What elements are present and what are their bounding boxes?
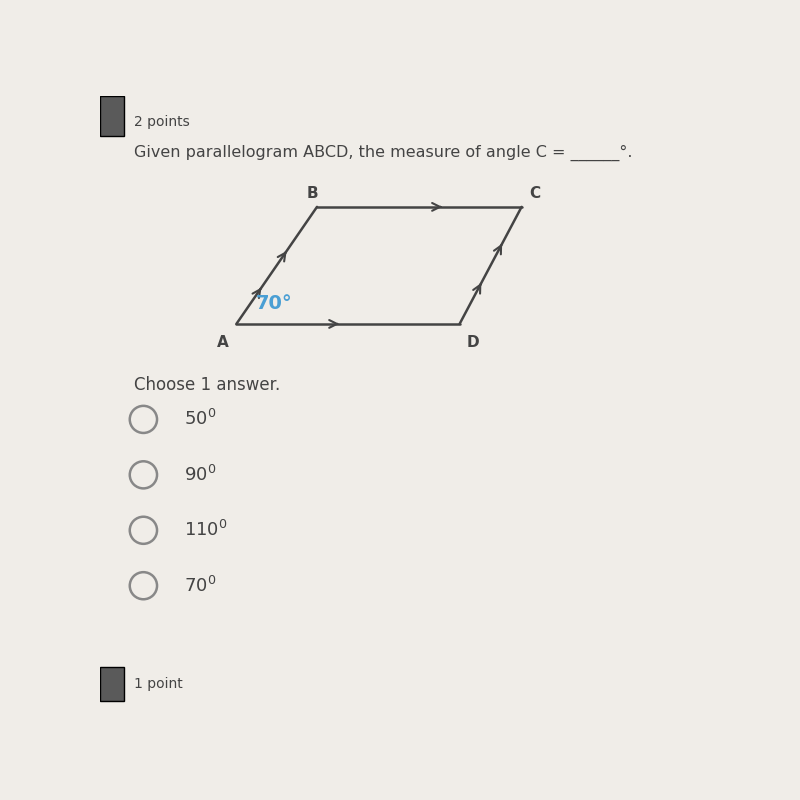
Text: Choose 1 answer.: Choose 1 answer.: [134, 376, 280, 394]
Text: B: B: [306, 186, 318, 201]
Text: A: A: [218, 335, 229, 350]
Text: Given parallelogram ABCD, the measure of angle C = ______°.: Given parallelogram ABCD, the measure of…: [134, 146, 633, 162]
Text: 1 point: 1 point: [134, 678, 183, 691]
Text: D: D: [467, 335, 480, 350]
Text: 2 points: 2 points: [134, 115, 190, 130]
Text: 90$^0$: 90$^0$: [184, 465, 216, 485]
Text: 70°: 70°: [256, 294, 293, 313]
Text: 110$^0$: 110$^0$: [184, 520, 227, 540]
FancyBboxPatch shape: [100, 667, 123, 701]
Text: C: C: [529, 186, 540, 201]
Text: 50$^0$: 50$^0$: [184, 410, 216, 430]
Text: 70$^0$: 70$^0$: [184, 576, 216, 596]
FancyBboxPatch shape: [100, 96, 123, 136]
